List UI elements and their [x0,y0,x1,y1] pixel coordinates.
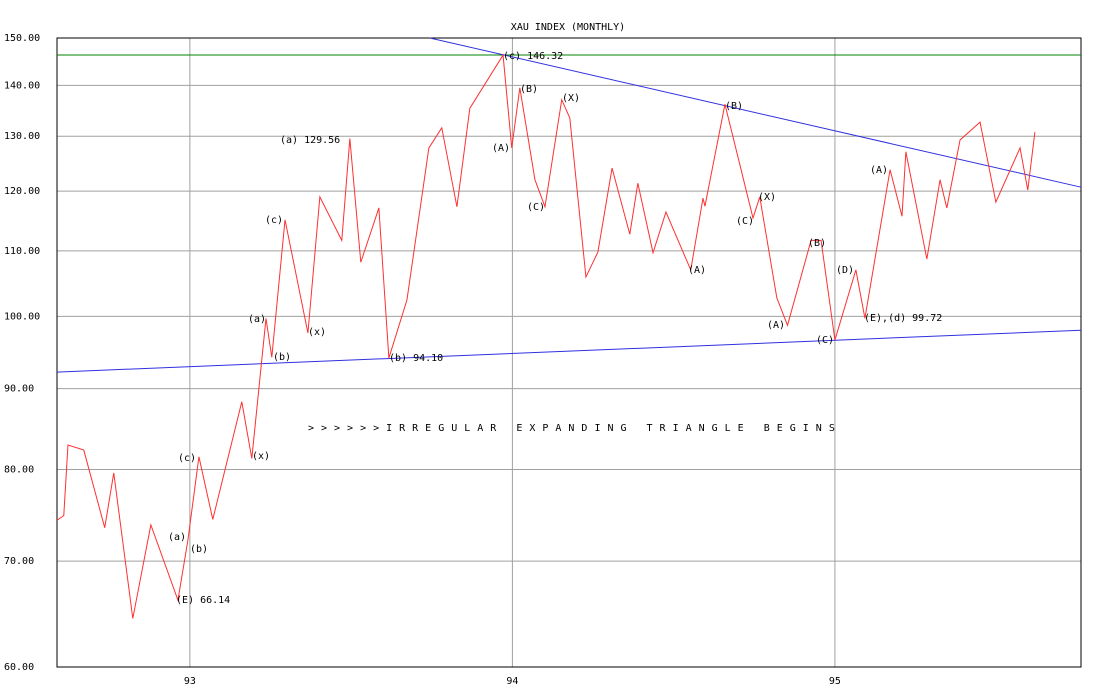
y-tick-label: 150.00 [4,33,40,44]
plot-frame [56,37,1082,668]
y-tick-label: 100.00 [4,311,40,322]
annotation: (B) [520,84,538,95]
trendline [429,37,1082,188]
annotation: (X) [562,93,580,104]
annotation: (C) [527,202,545,213]
annotation: (D) [836,265,854,276]
annotation: (A) [492,143,510,154]
annotation: (C) [736,216,754,227]
annotation: (E) 66.14 [176,595,230,606]
chart-title: XAU INDEX (MONTHLY) [511,22,625,33]
y-tick-label: 80.00 [4,465,34,476]
annotation: (A) [767,320,785,331]
annotation: (b) 94.10 [389,353,443,364]
annotation: (b) [273,352,291,363]
annotation: >>>>>>IRREGULAR EXPANDING TRIANGLE BEGIN… [308,423,842,434]
annotation: (X) [758,192,776,203]
y-tick-label: 130.00 [4,131,40,142]
annotation: (A) [870,165,888,176]
annotation: (c) [178,453,196,464]
annotation: (x) [252,451,270,462]
annotation: (C) [816,335,834,346]
annotation: (x) [308,327,326,338]
annotation: (a) [248,314,266,325]
y-tick-label: 70.00 [4,556,34,567]
price-line [56,53,1036,619]
y-tick-label: 60.00 [4,662,34,673]
y-tick-label: 140.00 [4,80,40,91]
x-tick-label: 93 [184,676,196,687]
annotation: (b) [190,544,208,555]
y-tick-label: 90.00 [4,384,34,395]
annotation: (B) [808,238,826,249]
x-tick-label: 95 [829,676,841,687]
annotation: (a) [168,532,186,543]
annotation: (c) [265,215,283,226]
annotation: (c) 146.32 [503,51,563,62]
trendline [56,329,1082,373]
annotation: (a) 129.56 [280,135,340,146]
annotation: (E),(d) 99.72 [864,313,942,324]
x-tick-label: 94 [506,676,518,687]
y-tick-label: 110.00 [4,246,40,257]
annotation: (B) [725,101,743,112]
y-tick-label: 120.00 [4,186,40,197]
annotation: (A) [688,265,706,276]
